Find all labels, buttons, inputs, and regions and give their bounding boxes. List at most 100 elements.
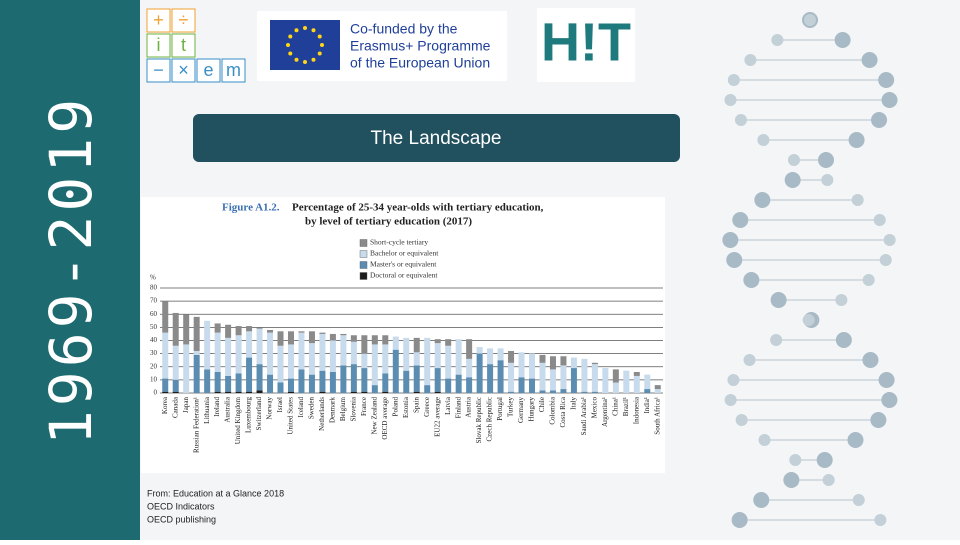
helix-node [816,452,833,468]
header-title: The Landscape [371,128,502,149]
bar-segment [162,301,169,333]
helix-node [724,94,737,106]
bar-segment [424,337,431,386]
helix-node [789,454,802,466]
x-tick-label: Poland [391,397,399,417]
logo-cell [146,33,171,58]
legend-label: Bachelor or equivalent [370,249,439,258]
bar-segment [518,352,525,378]
x-tick-label: Latvia [444,396,452,415]
bar-segment [602,368,609,393]
x-tick-label: Lithuania [203,396,211,424]
bar-segment [539,354,546,363]
x-tick-label: Saudi Arabia¹ [580,397,588,435]
helix-node [753,492,770,508]
bar-segment [308,374,315,393]
plot: 0 10 20 30 40 50 60 70 80 Short-cycle tertiary Bac… [150,238,663,453]
helix-node [770,334,783,346]
bar-segment [371,344,378,386]
helix-node [818,152,835,168]
bar-segment [623,370,630,393]
bar-segment [329,372,336,393]
logo-glyph: t [181,35,186,55]
logo-cell [146,58,171,83]
bar-segment [298,332,305,370]
bar-segment [267,332,274,375]
helix-node [724,394,737,406]
x-tick-label: Netherlands [318,397,326,431]
bar-segment [508,391,515,393]
dna-decoration [722,12,898,528]
bar-segment [382,391,389,393]
helix-node [771,34,784,46]
bar-segment [162,391,169,393]
helix-node [834,32,851,48]
bar-segment [612,382,619,393]
chart-subtitle: by level of tertiary education (2017) [305,216,472,228]
bar-segment [518,377,525,393]
bar-segment [413,391,420,393]
eu-star [311,28,316,33]
helix-node [735,414,748,426]
bar-segment [246,326,253,332]
bar-segment [214,391,221,393]
x-tick-label: Denmark [329,397,337,424]
logo-glyph: + [153,10,164,30]
bar-segment [644,374,651,390]
bar-segment [654,385,661,390]
y-tick-label: 50 [150,323,158,331]
y-tick-label: 40 [150,336,158,344]
bar-segment [214,323,221,333]
bar-segment [256,327,263,329]
bar-segment [225,337,232,376]
bar-segment [267,374,274,393]
x-tick-label: Slovak Republic [475,397,483,443]
bar-segment [225,391,232,393]
bar-segment [549,356,556,370]
bar-segment [287,344,294,379]
bar-segment [633,372,640,376]
bar-segment [319,370,326,392]
bar-segment [287,331,294,345]
legend-swatch [359,261,368,269]
legend-swatch [359,250,368,258]
bar-segment [539,362,546,391]
helix-node [726,252,743,268]
bar-segment [382,335,389,345]
helix-node [754,192,771,208]
x-tick-label: Finland [454,397,462,419]
bar-segment [287,391,294,393]
x-tick-label: Mexico [590,397,598,419]
bar-segment [172,379,179,392]
helix-node [743,354,756,366]
bar-segment [225,324,232,338]
helix-node [744,54,757,66]
bar-segment [455,339,462,375]
helix-node [787,154,800,166]
x-tick-label: Czech Republic [486,397,494,442]
helix-node [835,294,848,306]
bar-segment [371,385,378,393]
helix-node [874,514,887,526]
sidebar-years: 1969-2019 [37,95,105,445]
helix-node [784,172,801,188]
bar-segment [235,391,242,393]
bar-segment [529,378,536,393]
bar-segment [570,368,577,393]
y-tick-label: 60 [150,310,158,318]
x-tick-label: Norway [266,397,274,420]
bar-segment [413,352,420,366]
bar-segment [529,353,536,379]
bar-segment [361,353,368,369]
helix-node [822,474,835,486]
eu-star [317,51,322,56]
bar-segment [204,369,211,393]
helix-node [848,132,865,148]
bar-segment [214,332,221,372]
legend-swatch [359,272,368,280]
bar-segment [455,374,462,393]
x-tick-label: Italy [570,397,578,410]
bar-segment [204,320,211,370]
bar-segment [256,328,263,365]
